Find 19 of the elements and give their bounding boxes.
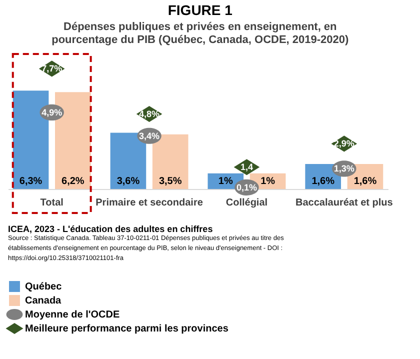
data-label: 1,6%: [312, 176, 335, 187]
data-label: 3,6%: [116, 176, 140, 187]
text: ICEA, 2023 - L'éducation des adultes en chiffres: [8, 224, 213, 234]
data-label: 6,3%: [19, 176, 42, 187]
x-tick-label: Total: [40, 198, 64, 208]
data-label: 1,6%: [354, 176, 377, 187]
chart-title: FIGURE 1: [168, 2, 233, 18]
x-tick-label: Primaire et secondaire: [96, 198, 204, 208]
legend-label: Meilleure performance parmi les provinces: [25, 324, 229, 334]
x-tick-label: Collégial: [226, 198, 268, 208]
data-label: 1%: [260, 176, 276, 187]
legend-label: Canada: [25, 296, 62, 306]
x-tick-label: Baccalauréat et plus: [296, 198, 394, 208]
chart-subtitle: Dépenses publiques et privées en enseignement, en pourcentage du PIB (Québec, Canada, OCDE, 2019-2020): [52, 21, 350, 46]
legend-label: Moyenne de l'OCDE: [25, 310, 120, 320]
legend-label: Québec: [25, 282, 62, 292]
data-label: 6,2%: [62, 176, 84, 187]
data-label: 3,5%: [158, 176, 182, 187]
data-label: 1%: [218, 176, 233, 187]
